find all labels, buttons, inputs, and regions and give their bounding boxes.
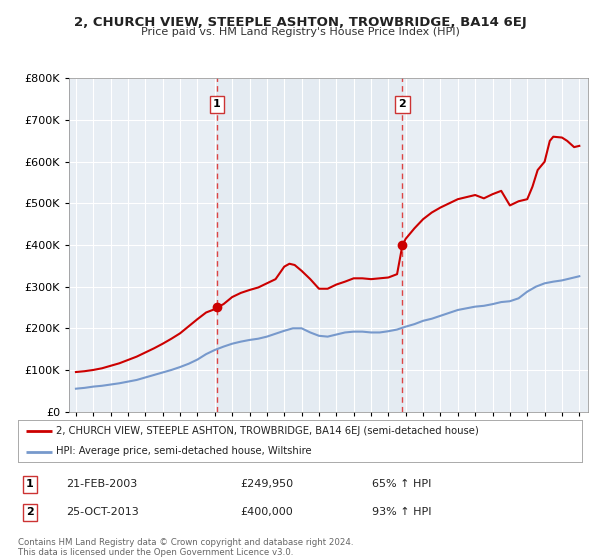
Text: £249,950: £249,950 bbox=[240, 479, 293, 489]
Text: 2, CHURCH VIEW, STEEPLE ASHTON, TROWBRIDGE, BA14 6EJ (semi-detached house): 2, CHURCH VIEW, STEEPLE ASHTON, TROWBRID… bbox=[56, 426, 479, 436]
Text: 25-OCT-2013: 25-OCT-2013 bbox=[66, 507, 139, 517]
Text: HPI: Average price, semi-detached house, Wiltshire: HPI: Average price, semi-detached house,… bbox=[56, 446, 312, 456]
Text: 2, CHURCH VIEW, STEEPLE ASHTON, TROWBRIDGE, BA14 6EJ: 2, CHURCH VIEW, STEEPLE ASHTON, TROWBRID… bbox=[74, 16, 526, 29]
Text: 65% ↑ HPI: 65% ↑ HPI bbox=[372, 479, 431, 489]
Text: 93% ↑ HPI: 93% ↑ HPI bbox=[372, 507, 431, 517]
Text: 1: 1 bbox=[213, 99, 221, 109]
Text: This data is licensed under the Open Government Licence v3.0.: This data is licensed under the Open Gov… bbox=[18, 548, 293, 557]
Bar bbox=[217, 78, 403, 412]
Text: 21-FEB-2003: 21-FEB-2003 bbox=[66, 479, 137, 489]
Text: Contains HM Land Registry data © Crown copyright and database right 2024.: Contains HM Land Registry data © Crown c… bbox=[18, 538, 353, 547]
Text: 1: 1 bbox=[26, 479, 34, 489]
Text: £400,000: £400,000 bbox=[240, 507, 293, 517]
Text: 2: 2 bbox=[26, 507, 34, 517]
Text: Price paid vs. HM Land Registry's House Price Index (HPI): Price paid vs. HM Land Registry's House … bbox=[140, 27, 460, 37]
Text: 2: 2 bbox=[398, 99, 406, 109]
